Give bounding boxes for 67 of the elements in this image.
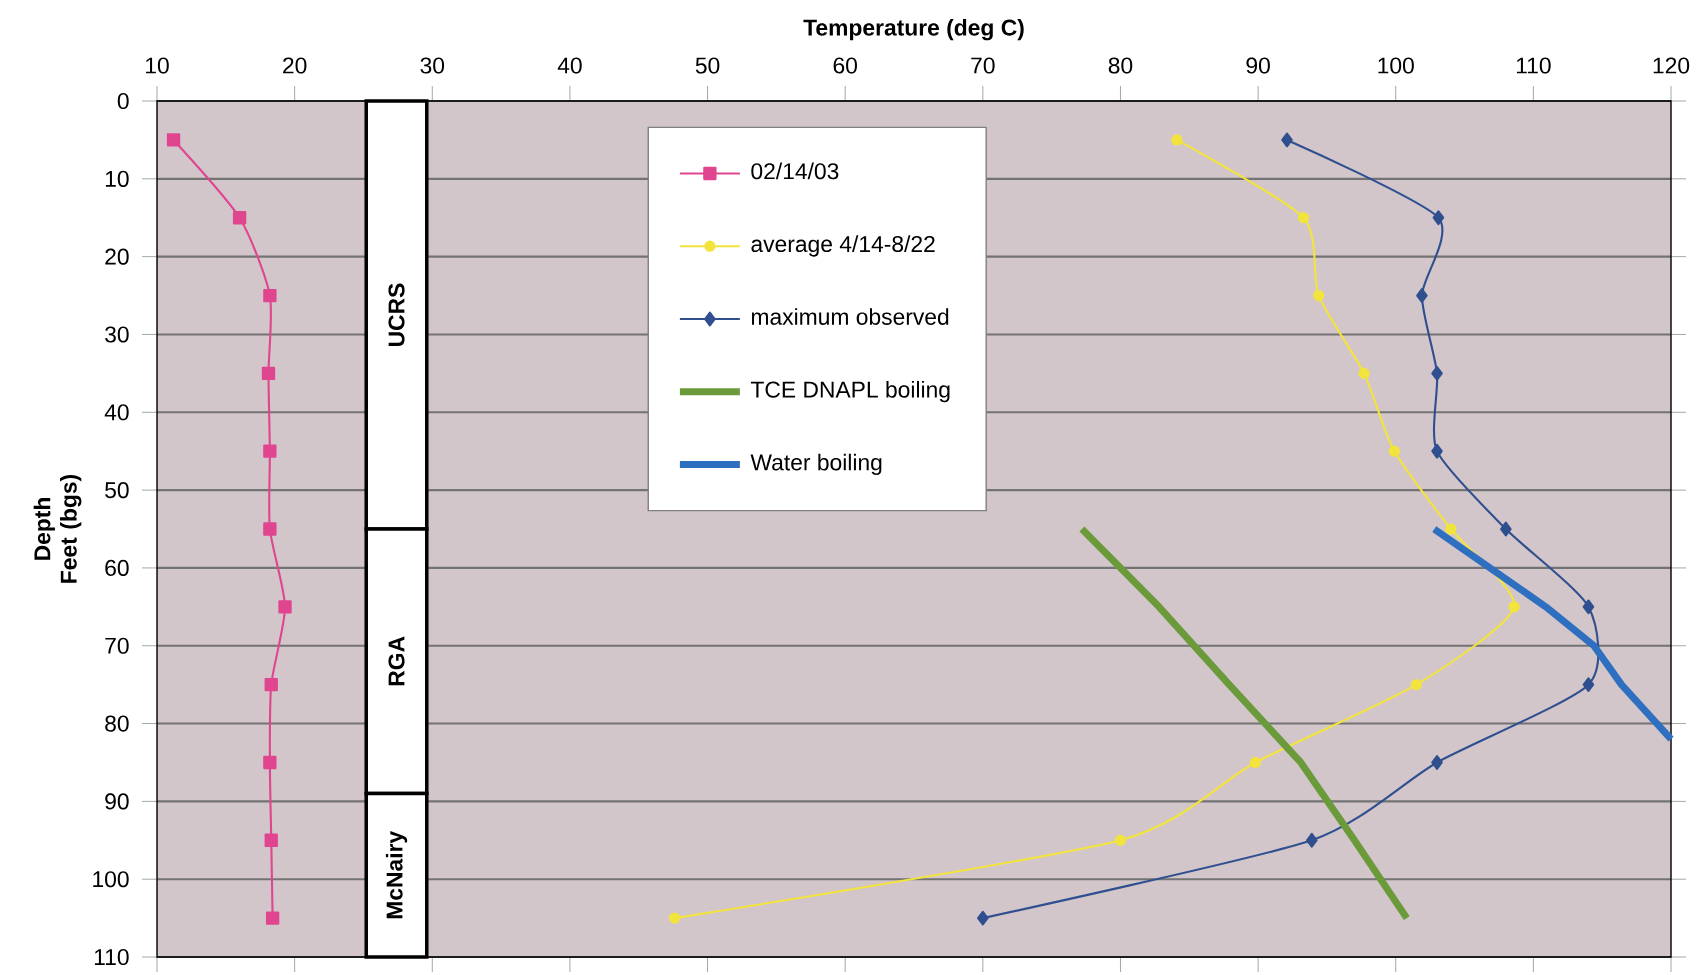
y-tick-label: 10 — [105, 170, 129, 187]
point — [1249, 756, 1261, 769]
x-axis-title: Temperature (deg C) — [803, 18, 1024, 41]
y-tick-label: 40 — [104, 404, 129, 421]
legend-label: TCE DNAPL boiling — [750, 380, 950, 403]
y-tick-label: 70 — [105, 637, 129, 654]
point — [1305, 832, 1318, 848]
point — [1410, 679, 1423, 691]
point — [261, 366, 276, 381]
data-label: UCRS — [388, 283, 405, 346]
data-label: RGA — [388, 636, 405, 686]
point — [1582, 677, 1595, 693]
x-tick-label: 110 — [1516, 57, 1551, 74]
point — [1508, 601, 1520, 613]
x-tick-label: 70 — [971, 57, 995, 74]
point — [263, 755, 277, 770]
point — [1114, 834, 1127, 846]
x-tick-label: 30 — [420, 57, 445, 74]
point — [1582, 599, 1595, 615]
point — [1431, 365, 1443, 381]
y-tick-label: 90 — [105, 793, 129, 810]
y-tick-label: 50 — [105, 482, 129, 499]
y-tick-label: 110 — [94, 948, 129, 966]
point — [1171, 134, 1183, 146]
point — [1445, 523, 1457, 535]
y-tick-label: 0 — [117, 92, 129, 110]
y-tick-label: 60 — [105, 559, 129, 577]
y-tick-label: 80 — [105, 715, 129, 732]
x-tick-label: 80 — [1108, 57, 1133, 74]
point — [668, 912, 681, 924]
y-axis-title: Depth Feet (bgs) — [33, 474, 82, 583]
x-tick-label: 120 — [1653, 57, 1690, 74]
y-tick-label: 20 — [105, 248, 129, 265]
point — [264, 833, 278, 847]
x-tick-label: 50 — [695, 57, 720, 74]
point — [264, 677, 278, 692]
point — [977, 910, 989, 926]
point — [1313, 289, 1325, 302]
point — [278, 600, 292, 614]
x-tick-label: 60 — [833, 57, 857, 74]
point — [263, 522, 277, 536]
x-tick-label: 100 — [1378, 57, 1414, 74]
point — [1500, 521, 1512, 537]
x-tick-label: 40 — [557, 57, 582, 74]
legend-label: Water boiling — [750, 453, 882, 475]
point — [263, 288, 277, 303]
point — [1431, 755, 1443, 770]
legend-label: maximum observed — [751, 308, 949, 325]
point — [166, 133, 181, 147]
y-tick-label: 100 — [93, 871, 129, 888]
y-tick-label: 30 — [105, 326, 129, 343]
x-tick-label: 20 — [283, 57, 307, 74]
point — [1432, 210, 1445, 226]
x-tick-label: 90 — [1246, 57, 1270, 74]
legend-label: average 4/14-8/22 — [751, 235, 935, 257]
point — [1297, 212, 1310, 224]
data-label: McNairy — [385, 831, 408, 919]
point — [1416, 288, 1428, 303]
point — [1431, 443, 1443, 459]
point — [1358, 367, 1370, 380]
point — [1281, 132, 1293, 148]
legend-label: 02/14/03 — [751, 162, 839, 180]
point — [1388, 445, 1400, 457]
x-tick-label: 10 — [146, 57, 169, 74]
point — [263, 444, 277, 458]
point — [232, 211, 247, 225]
point — [265, 911, 280, 925]
